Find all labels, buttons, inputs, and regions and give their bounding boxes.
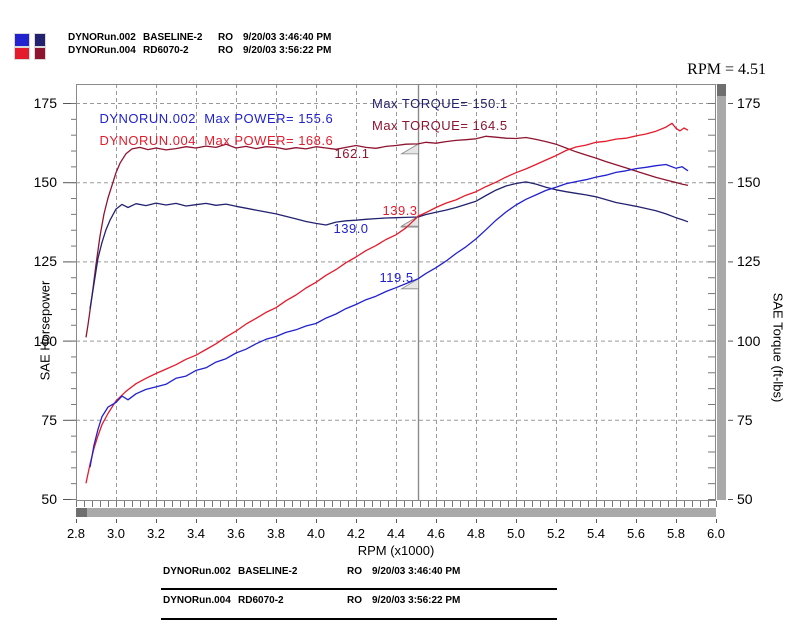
table-row-1-desc: BASELINE-2 xyxy=(238,566,298,577)
x-tick-label: 6.0 xyxy=(706,526,726,541)
table-row-2-operator: RO xyxy=(347,595,362,606)
annotation-run-004-power: Max POWER= 168.6 xyxy=(204,133,334,148)
y-tick-label-left: 75 xyxy=(41,411,57,428)
legend-row-2-file: DYNORun.004 xyxy=(68,45,136,56)
x-tick-label: 3.4 xyxy=(186,526,206,541)
legend-swatch-torque-002 xyxy=(34,33,46,47)
table-row-1-file: DYNORun.002 xyxy=(163,566,231,577)
annotation-run-002-torque: Max TORQUE= 150.1 xyxy=(372,96,508,111)
y-tick-label-right: 125 xyxy=(737,253,761,270)
cursor-value-label-torque-004: 162.1 xyxy=(334,145,370,161)
table-row-2-desc: RD6070-2 xyxy=(238,595,284,606)
table-divider xyxy=(161,588,557,590)
y-tick-label-left: 175 xyxy=(33,95,57,111)
legend-row-1-desc: BASELINE-2 xyxy=(143,32,203,43)
cursor-marker-power-004 xyxy=(400,215,419,227)
curve-power-002 xyxy=(89,163,689,468)
x-tick-label: 5.8 xyxy=(666,526,686,541)
cursor-value-label-power-002: 119.5 xyxy=(379,269,414,285)
x-tick-label: 4.6 xyxy=(426,526,446,541)
table-row-1-operator: RO xyxy=(347,566,362,577)
legend-row-1-file: DYNORun.002 xyxy=(68,32,136,43)
annotation-run-002: DYNORUN.002 Max POWER= 155.6 xyxy=(83,96,333,141)
legend-swatch-torque-004 xyxy=(34,47,46,60)
y-axis-title-left: SAE Horsepower xyxy=(37,280,53,381)
cursor-value-label-torque-002: 139.0 xyxy=(333,221,369,237)
right-scrollbar-cap[interactable] xyxy=(717,84,726,96)
x-tick-label: 3.6 xyxy=(226,526,246,541)
y-tick-label-right: 175 xyxy=(737,95,761,111)
curve-power-004 xyxy=(85,122,689,484)
annotation-spacer xyxy=(196,133,204,148)
y-tick-label-left: 100 xyxy=(33,332,57,349)
x-tick-label: 5.4 xyxy=(586,526,606,541)
annotation-run-004: DYNORUN.004 Max POWER= 168.6 xyxy=(83,118,333,163)
y-tick-label-right: 50 xyxy=(737,491,753,507)
legend-row-2-datetime: 9/20/03 3:56:22 PM xyxy=(243,45,332,56)
x-tick-label: 4.4 xyxy=(386,526,406,541)
y-tick-label-right: 150 xyxy=(737,174,761,191)
y-tick-label-left: 125 xyxy=(33,253,57,270)
cursor-marker-torque-004 xyxy=(400,143,419,155)
cursor-marker-power-002 xyxy=(400,278,419,290)
x-axis-title: RPM (x1000) xyxy=(357,543,435,558)
x-tick-label: 2.8 xyxy=(66,526,86,541)
x-tick-label: 5.0 xyxy=(506,526,526,541)
annotation-run-002-name: DYNORUN.002 xyxy=(99,111,196,126)
x-tick-label: 3.8 xyxy=(266,526,286,541)
bottom-scrollbar[interactable] xyxy=(87,508,716,517)
x-tick-label: 3.2 xyxy=(146,526,166,541)
x-tick-label: 4.2 xyxy=(346,526,366,541)
x-tick-label: 4.0 xyxy=(306,526,326,541)
cursor-value-label-power-004: 139.3 xyxy=(382,203,418,219)
legend-row-2-operator: RO xyxy=(218,45,233,56)
table-divider xyxy=(161,618,557,620)
x-tick-label: 4.8 xyxy=(466,526,486,541)
right-scrollbar[interactable] xyxy=(717,96,726,500)
bottom-scrollbar-cap[interactable] xyxy=(76,508,87,517)
legend-row-1-operator: RO xyxy=(218,32,233,43)
curve-torque-002 xyxy=(89,181,689,310)
table-row-2-datetime: 9/20/03 3:56:22 PM xyxy=(372,595,461,606)
x-tick-label: 5.6 xyxy=(626,526,646,541)
y-tick-label-left: 50 xyxy=(41,491,57,507)
x-tick-label: 5.2 xyxy=(546,526,566,541)
annotation-run-004-name: DYNORUN.004 xyxy=(99,133,196,148)
legend-row-1-datetime: 9/20/03 3:46:40 PM xyxy=(243,32,332,43)
legend-swatch-power-004 xyxy=(14,47,30,60)
y-tick-label-right: 100 xyxy=(737,332,761,349)
y-tick-label-right: 75 xyxy=(737,411,753,428)
y-tick-label-left: 150 xyxy=(33,174,57,191)
curve-torque-004 xyxy=(85,135,689,338)
x-tick-label: 3.0 xyxy=(106,526,126,541)
annotation-run-002-power: Max POWER= 155.6 xyxy=(204,111,334,126)
legend-row-2-desc: RD6070-2 xyxy=(143,45,189,56)
table-row-1-datetime: 9/20/03 3:46:40 PM xyxy=(372,566,461,577)
table-row-2-file: DYNORun.004 xyxy=(163,595,231,606)
legend-swatch-power-002 xyxy=(14,33,30,47)
annotation-run-004-torque: Max TORQUE= 164.5 xyxy=(372,118,508,133)
cursor-rpm-readout: RPM = 4.51 xyxy=(687,61,766,78)
